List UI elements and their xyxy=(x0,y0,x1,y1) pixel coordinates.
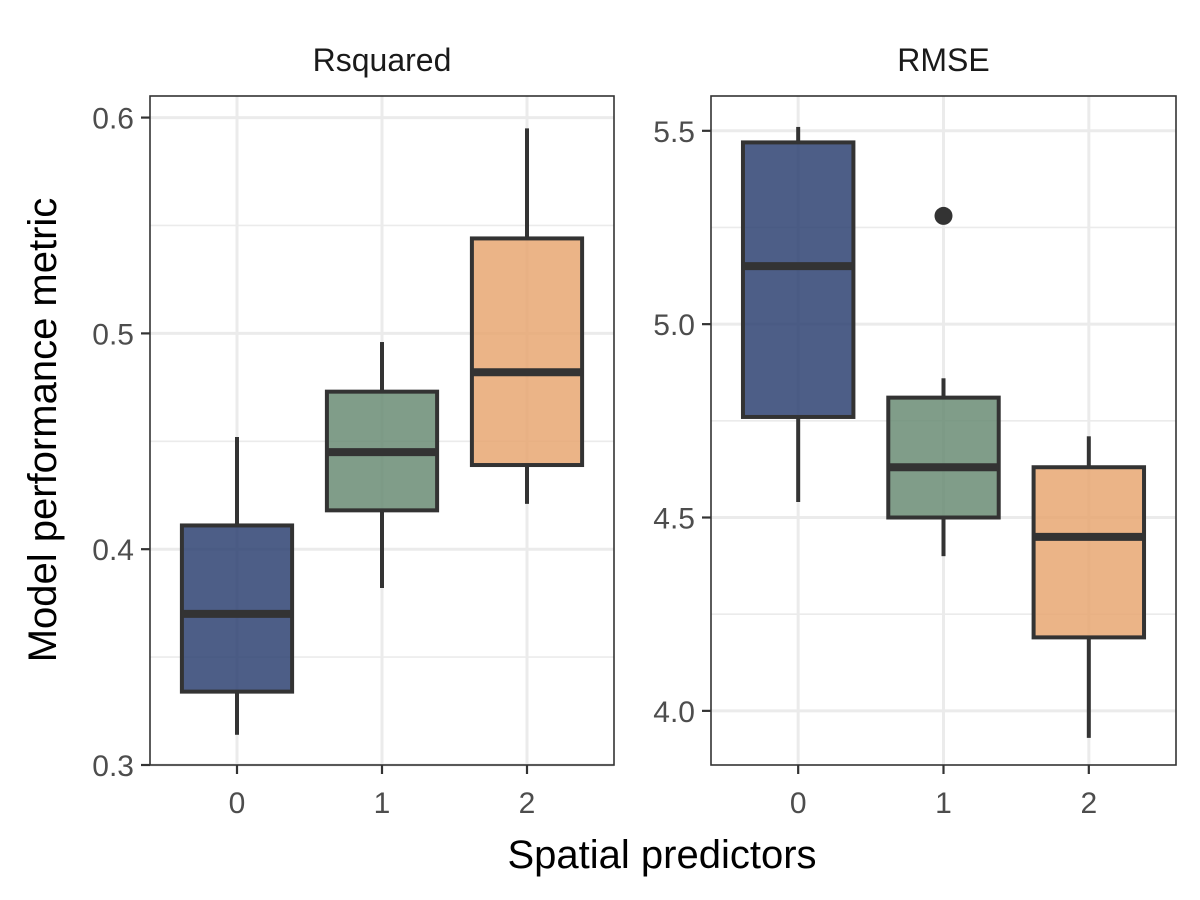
y-axis-title: Model performance metric xyxy=(21,198,65,663)
facet-panel-rmse: 4.0 4.5 5.0 5.5 0 1 2 RMSE xyxy=(653,42,1177,820)
facet-title: RMSE xyxy=(897,42,989,78)
y-tick-label: 5.5 xyxy=(653,116,695,149)
y-tick-label: 4.0 xyxy=(653,696,695,729)
y-tick-label: 4.5 xyxy=(653,503,695,536)
box-category-0 xyxy=(740,140,856,419)
box-category-1 xyxy=(886,395,1001,520)
x-tick-label: 0 xyxy=(229,787,246,820)
x-tick-label: 2 xyxy=(1080,787,1097,820)
facet-panels: 0.3 0.4 0.5 0.6 0 1 2 Rsquared 4.0 4.5 5.0 5.5 0 1 2 RM… xyxy=(92,42,1177,820)
box-category-2 xyxy=(1031,465,1147,640)
facet-panel-rsquared: 0.3 0.4 0.5 0.6 0 1 2 Rsquared xyxy=(92,42,615,820)
box-category-2 xyxy=(469,236,585,468)
y-tick-label: 0.5 xyxy=(92,318,134,351)
x-tick-label: 1 xyxy=(374,787,391,820)
x-axis-title: Spatial predictors xyxy=(507,833,816,877)
outlier-point xyxy=(934,206,953,225)
x-tick-label: 2 xyxy=(519,787,536,820)
y-tick-label: 0.3 xyxy=(92,750,134,783)
x-tick-label: 0 xyxy=(790,787,807,820)
y-tick-label: 0.6 xyxy=(92,103,134,136)
y-tick-label: 5.0 xyxy=(653,309,695,342)
y-tick-label: 0.4 xyxy=(92,534,134,567)
facet-title: Rsquared xyxy=(313,42,452,78)
x-tick-label: 1 xyxy=(935,787,952,820)
box-category-0 xyxy=(179,523,295,694)
